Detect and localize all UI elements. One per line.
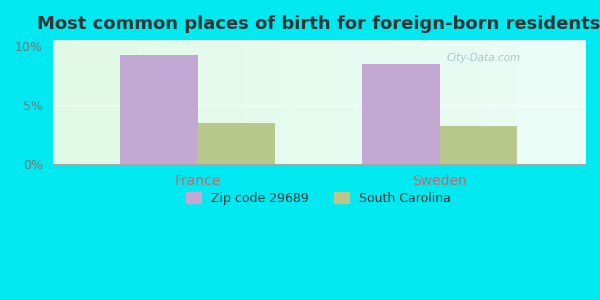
Title: Most common places of birth for foreign-born residents: Most common places of birth for foreign-… xyxy=(37,15,600,33)
Text: City-Data.com: City-Data.com xyxy=(446,53,521,63)
Bar xyxy=(362,64,440,164)
Legend: Zip code 29689, South Carolina: Zip code 29689, South Carolina xyxy=(181,187,456,210)
Bar xyxy=(121,56,198,164)
Bar xyxy=(440,126,517,164)
Bar xyxy=(198,123,275,164)
